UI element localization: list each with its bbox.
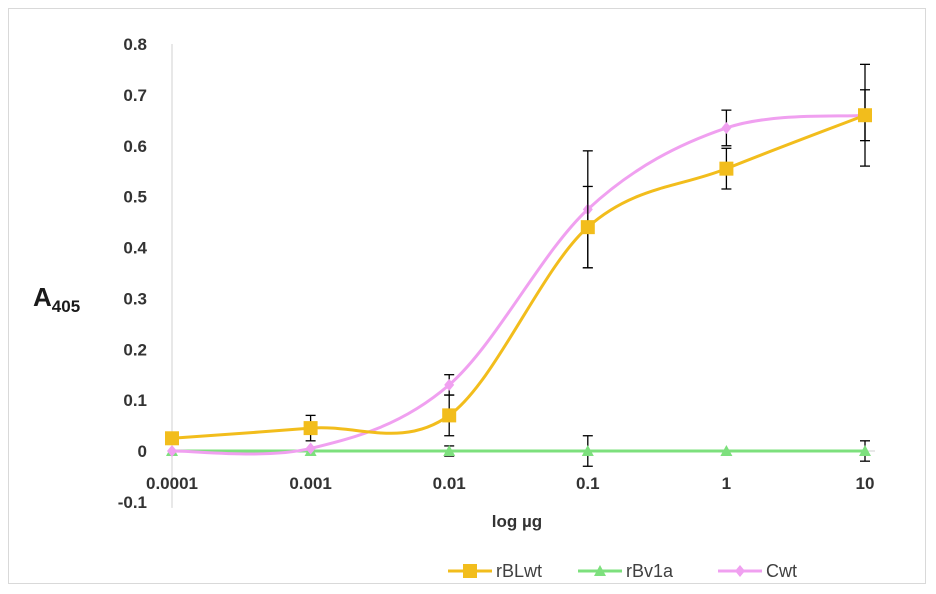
y-tick-label: 0.8 <box>123 35 147 54</box>
y-axis-label-main: A <box>33 282 52 312</box>
y-tick-label: 0.6 <box>123 137 147 156</box>
x-tick-label: 0.1 <box>576 474 600 493</box>
x-tick-label: 0.001 <box>289 474 332 493</box>
series-rBv1a <box>166 435 871 467</box>
y-tick-label: 0 <box>138 442 147 461</box>
series-Cwt <box>167 89 870 457</box>
x-tick-label: 1 <box>722 474 731 493</box>
data-point <box>442 408 457 423</box>
series-rBLwt <box>165 63 872 446</box>
series-layer <box>165 63 872 467</box>
x-tick-label: 10 <box>856 474 875 493</box>
data-point <box>580 220 595 235</box>
data-point <box>581 445 594 456</box>
series-line <box>171 113 866 456</box>
data-point <box>719 161 734 176</box>
chart-frame <box>8 8 926 584</box>
series-line <box>171 113 866 440</box>
data-point <box>305 442 316 455</box>
y-tick-label: 0.7 <box>123 86 147 105</box>
data-point <box>859 445 871 456</box>
legend-marker <box>463 564 477 578</box>
x-axis-label: log µg <box>492 512 542 531</box>
data-point <box>858 108 872 123</box>
x-tick-label: 0.0001 <box>146 474 198 493</box>
legend-item-Cwt: Cwt <box>718 561 797 581</box>
legend-label: Cwt <box>766 561 797 581</box>
data-point <box>444 378 455 391</box>
legend-item-rBv1a: rBv1a <box>578 561 674 581</box>
y-tick-label: 0.4 <box>123 239 147 258</box>
ticks: -0.1 0 0.1 0.2 0.3 0.4 0.5 0.6 0.7 0.8 0.0001 0.001… <box>118 35 875 512</box>
legend-marker <box>735 565 745 577</box>
legend-label: rBv1a <box>626 561 674 581</box>
legend-label: rBLwt <box>496 561 542 581</box>
y-axis-label-sub: 405 <box>52 297 80 316</box>
data-point <box>720 445 733 456</box>
axes <box>171 44 875 508</box>
legend-marker <box>594 565 606 576</box>
data-point <box>443 445 456 456</box>
y-axis-label: A405 <box>33 282 80 316</box>
data-point <box>303 421 318 436</box>
legend-item-rBLwt: rBLwt <box>448 561 542 581</box>
x-tick-label: 0.01 <box>433 474 466 493</box>
data-point <box>721 121 732 134</box>
y-tick-label: 0.2 <box>123 340 147 359</box>
data-point <box>165 431 179 446</box>
y-tick-label: 0.1 <box>123 391 147 410</box>
y-tick-label: 0.3 <box>123 289 147 308</box>
data-point <box>167 445 177 457</box>
y-tick-label: -0.1 <box>118 493 147 512</box>
y-tick-label: 0.5 <box>123 188 147 207</box>
legend: rBLwt rBv1a Cwt <box>448 561 797 581</box>
